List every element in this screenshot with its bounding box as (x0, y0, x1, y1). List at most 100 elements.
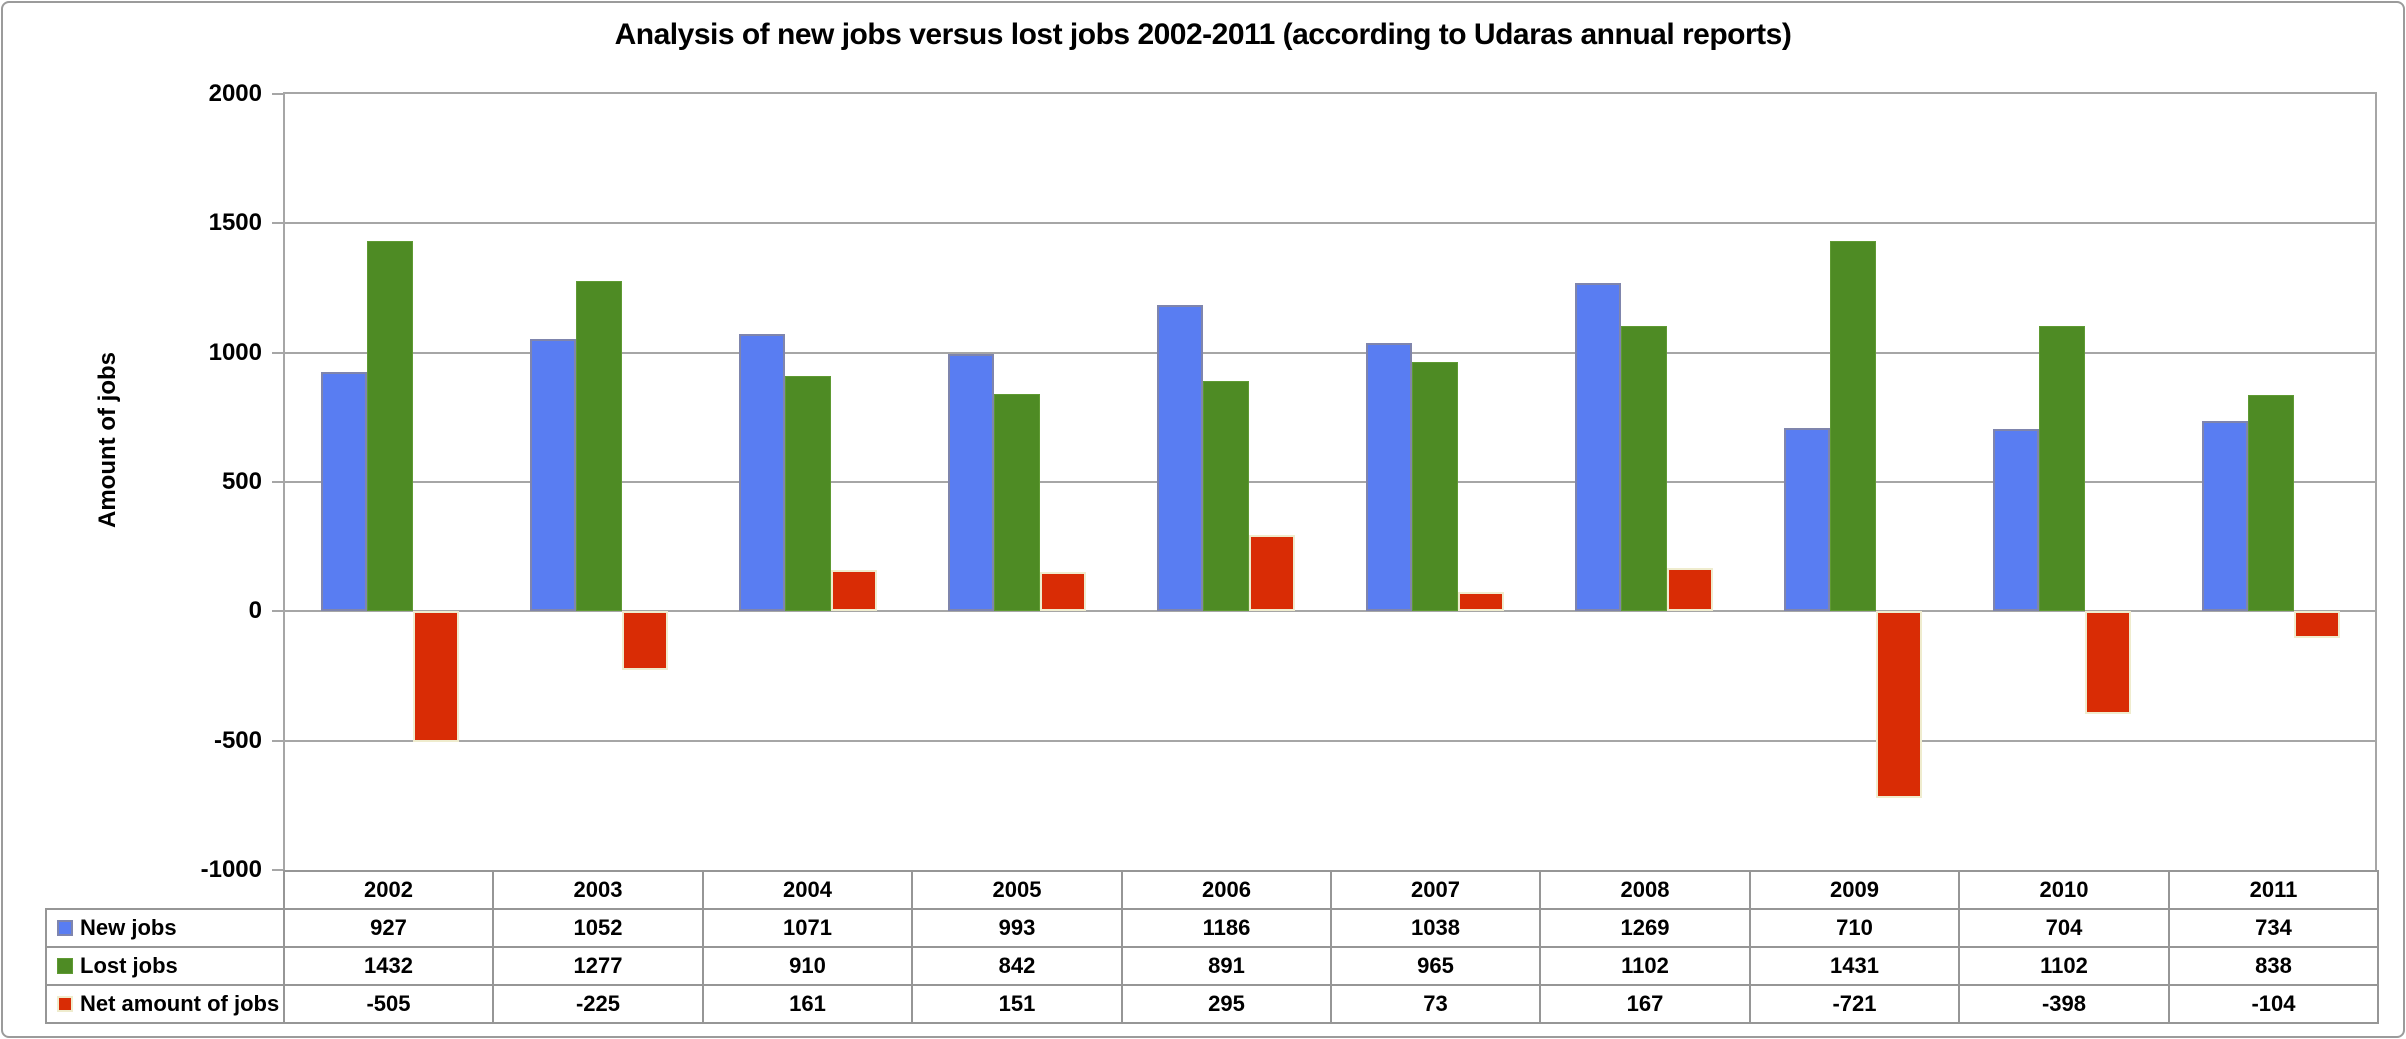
legend-swatch-new-jobs-icon (57, 920, 73, 936)
value-cell: 704 (1958, 908, 2170, 948)
bar-net-amount-of-jobs-2010 (2084, 611, 2131, 715)
bar-new-jobs-2002 (320, 371, 367, 612)
bar-net-amount-of-jobs-2006 (1248, 535, 1295, 612)
bar-lost-jobs-2006 (1202, 380, 1249, 612)
bar-new-jobs-2008 (1574, 283, 1621, 612)
value-cell: 1277 (492, 946, 704, 986)
y-tick-mark (272, 222, 283, 225)
bar-new-jobs-2011 (2201, 421, 2248, 612)
value-cell: 73 (1330, 984, 1541, 1024)
bar-lost-jobs-2008 (1620, 326, 1667, 612)
value-cell: 1432 (283, 946, 494, 986)
year-header-cell: 2006 (1121, 870, 1332, 910)
value-cell: 295 (1121, 984, 1332, 1024)
year-header-cell: 2009 (1749, 870, 1960, 910)
gridline (285, 739, 2375, 742)
bar-lost-jobs-2003 (575, 281, 622, 612)
bar-net-amount-of-jobs-2002 (412, 611, 459, 742)
plot-area (283, 92, 2377, 872)
bar-new-jobs-2007 (1365, 342, 1412, 612)
bar-net-amount-of-jobs-2011 (2293, 611, 2340, 639)
gridline (285, 610, 2375, 613)
value-cell: 161 (702, 984, 913, 1024)
gridline (285, 222, 2375, 225)
legend-cell: New jobs (45, 908, 285, 948)
value-cell: -104 (2168, 984, 2379, 1024)
bar-net-amount-of-jobs-2009 (1875, 611, 1922, 798)
year-header-cell: 2008 (1539, 870, 1751, 910)
bar-lost-jobs-2010 (2038, 326, 2085, 612)
bar-net-amount-of-jobs-2004 (830, 569, 877, 612)
gridline (285, 481, 2375, 483)
value-cell: 1102 (1539, 946, 1751, 986)
bar-net-amount-of-jobs-2007 (1457, 592, 1504, 612)
bar-new-jobs-2004 (738, 334, 785, 612)
bar-lost-jobs-2002 (366, 240, 413, 612)
bar-net-amount-of-jobs-2008 (1666, 568, 1713, 612)
y-tick-label: 0 (248, 597, 262, 625)
value-cell: 838 (2168, 946, 2379, 986)
bar-new-jobs-2010 (1992, 429, 2039, 612)
bar-lost-jobs-2011 (2247, 394, 2294, 612)
y-tick-label: 1500 (208, 209, 262, 237)
chart-title: Analysis of new jobs versus lost jobs 20… (614, 18, 1792, 51)
y-tick-mark (272, 481, 283, 483)
value-cell: 167 (1539, 984, 1751, 1024)
y-tick-mark (272, 351, 283, 354)
bar-new-jobs-2003 (529, 339, 576, 612)
value-cell: -505 (283, 984, 494, 1024)
y-tick-label: -1000 (200, 856, 262, 883)
year-header-cell: 2011 (2168, 870, 2379, 910)
y-tick-mark (272, 739, 283, 742)
year-header-cell: 2002 (283, 870, 494, 910)
y-tick-label: 2000 (208, 80, 262, 107)
y-tick-label: -500 (213, 726, 262, 754)
y-tick-mark (272, 93, 283, 95)
year-header-cell: 2005 (911, 870, 1123, 910)
value-cell: 1431 (1749, 946, 1960, 986)
bar-net-amount-of-jobs-2005 (1039, 572, 1086, 612)
y-tick-label: 1000 (208, 338, 262, 366)
value-cell: 1269 (1539, 908, 1751, 948)
bar-new-jobs-2009 (1783, 427, 1830, 612)
y-tick-mark (272, 869, 283, 871)
value-cell: -721 (1749, 984, 1960, 1024)
value-cell: 151 (911, 984, 1123, 1024)
value-cell: 910 (702, 946, 913, 986)
value-cell: -225 (492, 984, 704, 1024)
y-axis-title-text: Amount of jobs (94, 352, 121, 528)
bar-net-amount-of-jobs-2003 (621, 611, 668, 670)
year-header-cell: 2010 (1958, 870, 2170, 910)
legend-swatch-lost-jobs-icon (57, 958, 73, 974)
legend-label: Net amount of jobs (80, 991, 280, 1016)
year-header-cell: 2003 (492, 870, 704, 910)
value-cell: 842 (911, 946, 1123, 986)
year-header-cell: 2007 (1330, 870, 1541, 910)
value-cell: 993 (911, 908, 1123, 948)
year-header-cell: 2004 (702, 870, 913, 910)
value-cell: 1038 (1330, 908, 1541, 948)
bar-lost-jobs-2004 (784, 375, 831, 612)
value-cell: 927 (283, 908, 494, 948)
bar-lost-jobs-2009 (1829, 241, 1876, 612)
legend-cell: Net amount of jobs (45, 984, 285, 1024)
legend-swatch-net-amount-of-jobs-icon (57, 996, 73, 1012)
value-cell: 1186 (1121, 908, 1332, 948)
bar-lost-jobs-2005 (993, 393, 1040, 612)
value-cell: 891 (1121, 946, 1332, 986)
value-cell: -398 (1958, 984, 2170, 1024)
y-tick-label: 500 (221, 468, 262, 495)
value-cell: 1052 (492, 908, 704, 948)
bar-lost-jobs-2007 (1411, 361, 1458, 612)
value-cell: 965 (1330, 946, 1541, 986)
legend-cell: Lost jobs (45, 946, 285, 986)
bar-new-jobs-2006 (1156, 304, 1203, 612)
value-cell: 1102 (1958, 946, 2170, 986)
y-tick-mark (272, 610, 283, 613)
legend-label: New jobs (80, 915, 177, 940)
value-cell: 710 (1749, 908, 1960, 948)
value-cell: 1071 (702, 908, 913, 948)
legend-label: Lost jobs (80, 953, 178, 978)
gridline (285, 351, 2375, 354)
